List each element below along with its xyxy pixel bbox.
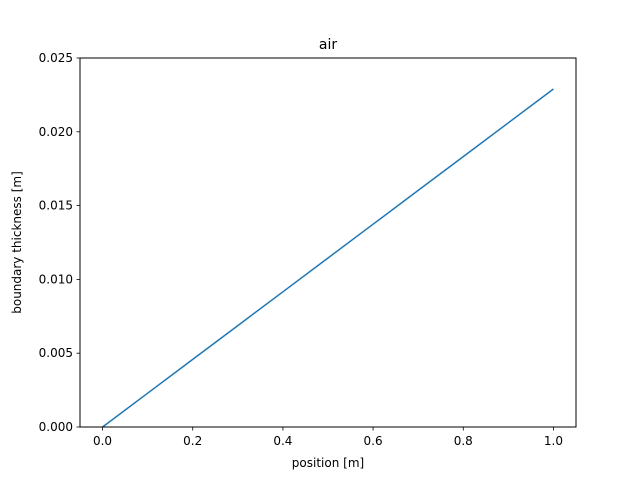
- series-layer: [102, 88, 554, 428]
- y-tick-label: 0.025: [39, 51, 73, 65]
- y-tick-label: 0.010: [39, 272, 73, 286]
- x-tick-label: 0.6: [364, 434, 383, 448]
- plot-frame: [79, 57, 577, 428]
- x-tick-label: 0.4: [273, 434, 292, 448]
- x-axis-label: position [m]: [292, 456, 364, 470]
- x-tick-label: 0.8: [454, 434, 473, 448]
- x-tick-label: 0.0: [93, 434, 112, 448]
- y-tick-label: 0.015: [39, 199, 73, 213]
- x-tick-label: 1.0: [544, 434, 563, 448]
- y-tick-label: 0.000: [39, 420, 73, 434]
- chart-title: air: [319, 37, 337, 53]
- y-axis-label: boundary thickness [m]: [10, 171, 24, 314]
- x-tick-label: 0.2: [183, 434, 202, 448]
- y-tick-label: 0.005: [39, 346, 73, 360]
- y-axis-ticks: 0.000 0.005 0.010 0.015 0.020 0.025: [39, 51, 80, 434]
- y-tick-label: 0.020: [39, 125, 73, 139]
- x-axis-ticks: 0.0 0.2 0.4 0.6 0.8 1.0: [93, 427, 563, 448]
- series-line-0: [102, 88, 554, 428]
